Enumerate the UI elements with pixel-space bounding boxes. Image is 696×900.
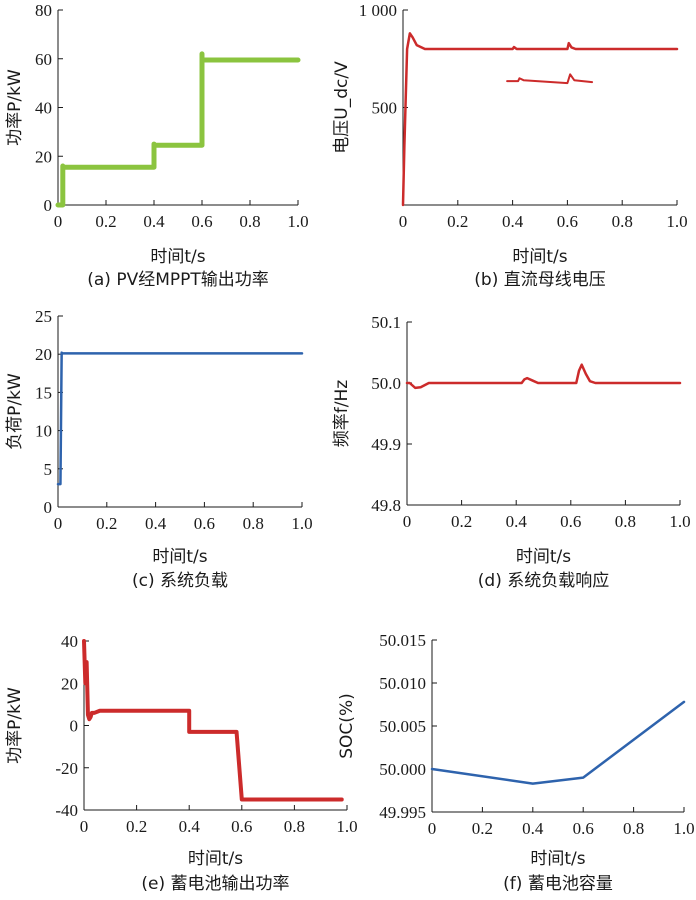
x-axis-title: 时间t/s <box>152 547 207 567</box>
y-tick-label: 50.000 <box>379 760 426 779</box>
x-tick-label: 0.8 <box>612 212 633 231</box>
x-tick-label: 0.8 <box>623 819 644 838</box>
x-tick-label: 0.2 <box>126 817 147 836</box>
y-tick-label: 60 <box>35 50 52 69</box>
y-tick-label: 50.0 <box>371 374 401 393</box>
y-tick-label: 20 <box>35 147 52 166</box>
x-axis-title: 时间t/s <box>512 247 567 267</box>
x-axis-title: 时间t/s <box>516 547 571 567</box>
x-axis-title: 时间t/s <box>530 849 585 869</box>
x-tick-label: 0.6 <box>557 212 578 231</box>
y-tick-label: 10 <box>35 422 52 441</box>
y-tick-label: -20 <box>55 759 78 778</box>
panel-caption: (c) 系统负载 <box>132 571 228 591</box>
x-tick-label: 1.0 <box>666 212 687 231</box>
y-tick-label: 20 <box>61 674 78 693</box>
chart-d: 0 0.2 0.4 0.6 0.8 1.0 49.8 49.9 50.0 50.1 时间t/s 频率f… <box>332 313 691 591</box>
x-tick-label: 0.2 <box>447 212 468 231</box>
x-tick-label: 0 <box>54 514 63 533</box>
x-tick-label: 0 <box>54 212 63 231</box>
y-tick-label: 40 <box>61 632 78 651</box>
x-tick-label: 0.6 <box>560 512 581 531</box>
y-tick-label: 15 <box>35 383 52 402</box>
x-tick-label: 0.4 <box>502 212 524 231</box>
y-tick-label: 0 <box>44 196 53 215</box>
x-tick-label: 0.4 <box>179 817 201 836</box>
y-tick-label: 49.9 <box>371 435 401 454</box>
x-tick-label: 0 <box>399 212 408 231</box>
x-tick-label: 0.6 <box>194 514 215 533</box>
panel-caption: (a) PV经MPPT输出功率 <box>87 270 269 290</box>
panel-caption: (f) 蓄电池容量 <box>503 874 613 894</box>
y-tick-label: -40 <box>55 801 78 820</box>
x-tick-label: 0.8 <box>284 817 305 836</box>
y-axis-title: SOC(%) <box>337 693 357 758</box>
x-tick-label: 1.0 <box>669 512 690 531</box>
x-tick-label: 0.8 <box>615 512 636 531</box>
series-line <box>405 363 682 390</box>
x-tick-label: 1.0 <box>287 212 308 231</box>
x-tick-label: 0 <box>80 817 89 836</box>
x-tick-label: 0.4 <box>145 514 167 533</box>
y-tick-label: 1 000 <box>359 1 397 20</box>
x-tick-label: 0.2 <box>472 819 493 838</box>
x-tick-label: 0.2 <box>451 512 472 531</box>
chart-c: 0 0.2 0.4 0.6 0.8 1.0 0 5 10 15 20 25 时间t/s 负荷P/kW (c)… <box>5 307 313 591</box>
chart-e: 0 0.2 0.4 0.6 0.8 1.0 -40 -20 0 20 40 时间t/s 功率P/kW (e… <box>5 632 358 894</box>
x-tick-label: 1.0 <box>336 817 357 836</box>
y-axis-title: 负荷P/kW <box>5 373 25 450</box>
x-tick-label: 0.8 <box>243 514 264 533</box>
series-line <box>430 700 686 785</box>
inset-series-line <box>506 73 594 85</box>
chart-f: 0 0.2 0.4 0.6 0.8 1.0 49.995 50.000 50.005 50.010… <box>337 631 695 894</box>
panel-caption: (d) 系统负载响应 <box>478 571 609 591</box>
chart-a: 0 0.2 0.4 0.6 0.8 1.0 0 20 40 60 80 时间t/s 功率P/kW (a) … <box>5 1 309 290</box>
y-tick-label: 49.995 <box>379 803 426 822</box>
y-axis-title: 功率P/kW <box>5 69 25 146</box>
x-tick-label: 0.2 <box>96 514 117 533</box>
series-line <box>401 32 679 207</box>
x-axis-title: 时间t/s <box>150 247 205 267</box>
series-line <box>55 51 301 208</box>
y-tick-label: 0 <box>70 717 79 736</box>
y-tick-label: 50.005 <box>379 717 426 736</box>
y-tick-label: 49.8 <box>371 496 401 515</box>
x-tick-label: 0.8 <box>239 212 260 231</box>
series-line <box>56 351 304 486</box>
chart-b: 0 0.2 0.4 0.6 0.8 1.0 500 1 000 时间t/s 电压U_dc/V (b)… <box>332 1 688 290</box>
series-line <box>82 639 344 802</box>
y-tick-label: 50.015 <box>379 631 426 650</box>
y-axis-title: 频率f/Hz <box>332 380 352 447</box>
x-tick-label: 0.6 <box>573 819 594 838</box>
x-tick-label: 1.0 <box>291 514 312 533</box>
x-tick-label: 0.4 <box>522 819 544 838</box>
x-tick-label: 0.4 <box>506 512 528 531</box>
x-tick-label: 0 <box>428 819 437 838</box>
y-tick-label: 20 <box>35 345 52 364</box>
y-tick-label: 5 <box>44 460 53 479</box>
y-axis-title: 电压U_dc/V <box>332 61 352 154</box>
y-tick-label: 50.1 <box>371 313 401 332</box>
x-tick-label: 0.6 <box>231 817 252 836</box>
y-tick-label: 50.010 <box>379 674 426 693</box>
x-tick-label: 0.4 <box>143 212 165 231</box>
y-axis-title: 功率P/kW <box>5 687 25 764</box>
y-tick-label: 80 <box>35 1 52 20</box>
y-tick-label: 500 <box>372 99 398 118</box>
x-tick-label: 0.6 <box>191 212 212 231</box>
y-tick-label: 40 <box>35 99 52 118</box>
panel-caption: (e) 蓄电池输出功率 <box>141 874 289 894</box>
panel-caption: (b) 直流母线电压 <box>474 270 605 290</box>
x-axis-title: 时间t/s <box>188 849 243 869</box>
y-tick-label: 25 <box>35 307 52 326</box>
x-tick-label: 1.0 <box>673 819 694 838</box>
x-tick-label: 0 <box>403 512 412 531</box>
x-tick-label: 0.2 <box>95 212 116 231</box>
y-tick-label: 0 <box>44 498 53 517</box>
